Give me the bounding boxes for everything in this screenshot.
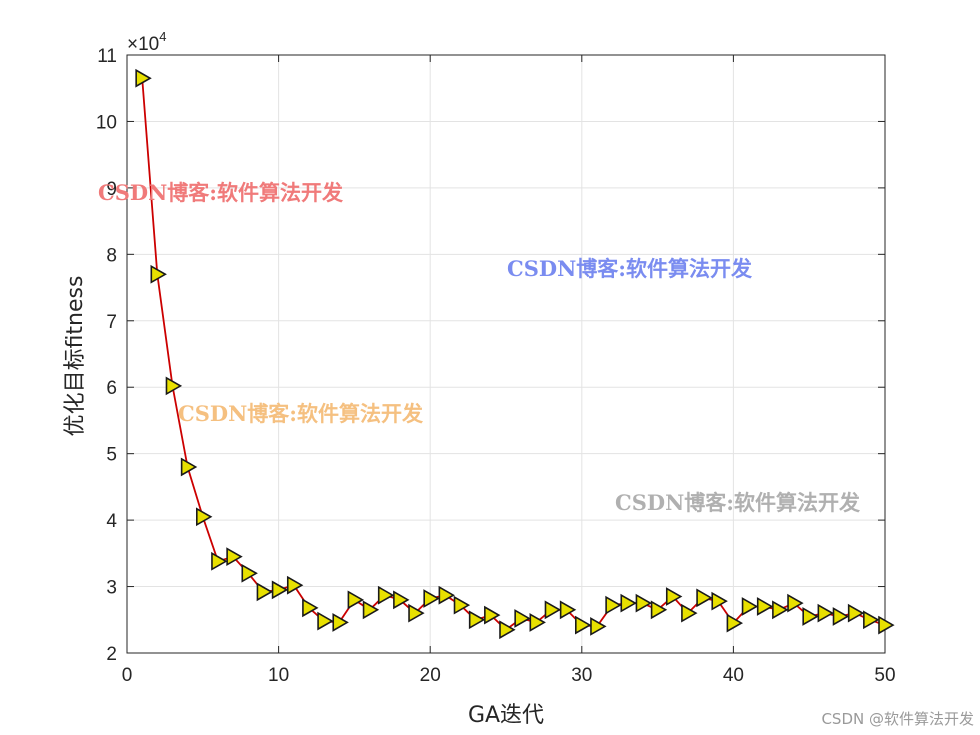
data-point-marker <box>665 587 683 606</box>
x-tick-label: 0 <box>122 665 133 686</box>
watermark-gray: CSDN博客:软件算法开发 <box>615 490 861 515</box>
y-tick-label: 4 <box>106 511 117 532</box>
series-markers <box>135 68 895 640</box>
data-point-marker <box>256 582 274 602</box>
data-point-marker <box>180 457 198 477</box>
y-tick-label: 7 <box>106 312 117 333</box>
x-tick-label: 40 <box>723 665 744 686</box>
x-tick-label: 20 <box>420 665 441 686</box>
data-point-marker <box>514 609 531 628</box>
data-point-marker <box>650 600 668 620</box>
data-point-marker <box>165 376 183 396</box>
data-point-marker <box>150 264 167 284</box>
data-point-marker <box>847 603 865 623</box>
data-point-marker <box>393 590 410 610</box>
data-point-marker <box>317 611 334 631</box>
data-point-marker <box>499 620 516 640</box>
y-multiplier: ×104 <box>127 29 166 55</box>
data-point-marker <box>832 607 850 626</box>
data-point-marker <box>726 613 744 633</box>
data-point-marker <box>362 600 380 620</box>
data-point-marker <box>286 575 304 595</box>
data-point-marker <box>271 580 289 600</box>
data-point-marker <box>620 593 637 613</box>
plot-area <box>127 55 885 653</box>
y-tick-label: 6 <box>106 378 117 399</box>
data-point-marker <box>423 589 440 608</box>
data-point-marker <box>711 591 728 611</box>
y-tick-label: 8 <box>106 245 117 266</box>
watermark-blue: CSDN博客:软件算法开发 <box>507 256 753 281</box>
tick-labels: 0 10 20 30 40 50 2 3 4 5 6 7 8 9 10 11 <box>96 46 896 686</box>
data-point-marker <box>802 607 819 626</box>
credit-text: CSDN @软件算法开发 <box>821 710 974 728</box>
data-point-marker <box>377 585 395 605</box>
data-point-marker <box>863 610 880 630</box>
data-point-marker <box>635 593 653 613</box>
data-point-marker <box>605 595 622 615</box>
y-tick-label: 9 <box>106 179 117 200</box>
watermark-red: CSDN博客:软件算法开发 <box>98 180 344 205</box>
x-axis-label: GA迭代 <box>468 703 544 728</box>
data-point-marker <box>135 68 152 88</box>
y-tick-label: 11 <box>97 46 117 67</box>
data-point-marker <box>741 597 759 616</box>
y-axis-label: 优化目标fitness <box>63 276 88 437</box>
data-point-marker <box>681 603 698 623</box>
y-tick-label: 5 <box>106 445 117 466</box>
x-tick-label: 30 <box>571 665 592 686</box>
y-tick-label: 2 <box>106 644 117 665</box>
data-point-marker <box>529 613 546 632</box>
data-point-marker <box>468 610 486 630</box>
data-point-marker <box>696 588 713 608</box>
data-point-marker <box>590 617 607 636</box>
x-tick-label: 10 <box>268 665 289 686</box>
data-point-marker <box>575 615 592 635</box>
data-point-marker <box>438 585 455 605</box>
data-point-marker <box>347 590 365 610</box>
data-point-marker <box>241 563 258 583</box>
data-point-marker <box>196 507 213 527</box>
data-point-marker <box>787 593 804 613</box>
plot-frame <box>126 54 886 654</box>
y-tick-label: 3 <box>106 578 117 599</box>
data-point-marker <box>453 595 471 615</box>
data-point-marker <box>332 613 349 632</box>
data-point-marker <box>817 603 834 623</box>
watermark-orange: CSDN博客:软件算法开发 <box>178 401 424 426</box>
data-point-marker <box>878 615 895 635</box>
data-point-marker <box>211 551 228 571</box>
x-tick-label: 50 <box>874 665 895 686</box>
data-point-marker <box>408 603 425 623</box>
y-tick-label: 10 <box>96 112 117 133</box>
data-point-marker <box>226 547 243 567</box>
data-point-marker <box>772 600 789 620</box>
data-point-marker <box>302 598 319 618</box>
data-point-marker <box>756 597 774 616</box>
data-point-marker <box>559 600 577 620</box>
data-point-marker <box>544 600 562 620</box>
data-point-marker <box>484 605 501 625</box>
